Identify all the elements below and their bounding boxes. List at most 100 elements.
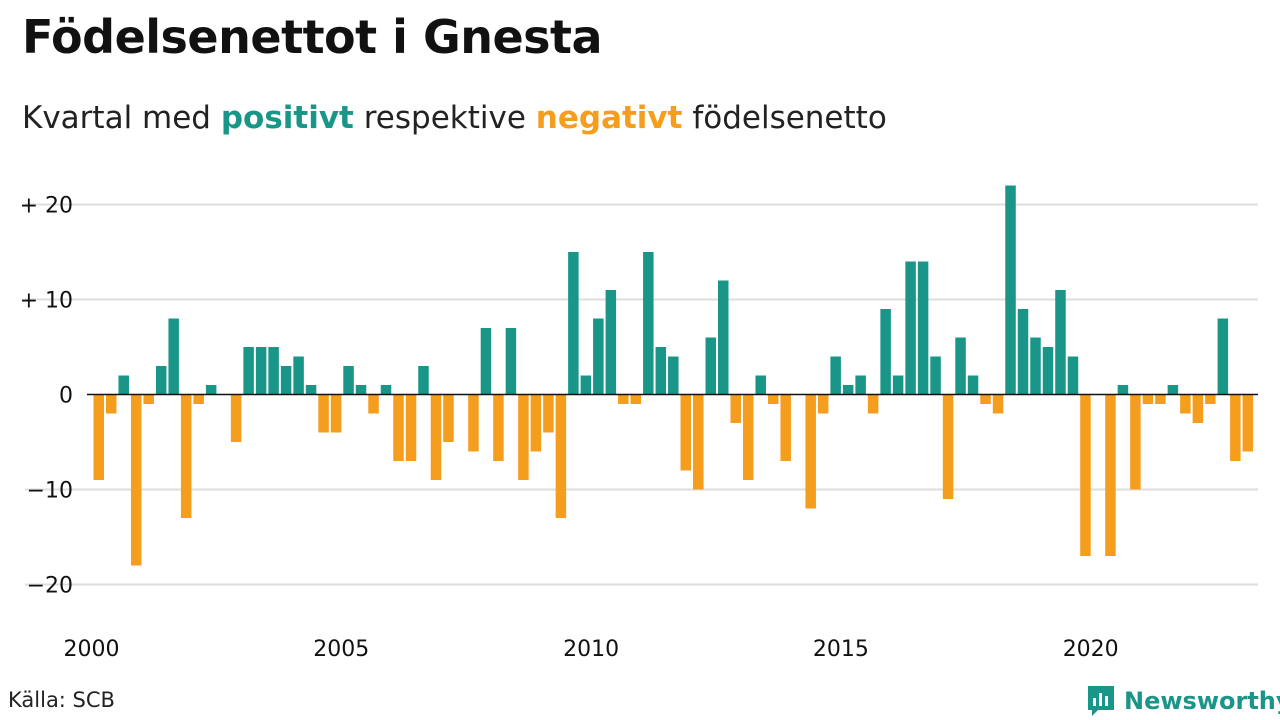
bar-positive [830, 356, 841, 395]
bar-negative [143, 394, 154, 404]
bar-negative [805, 394, 816, 509]
chart-title: Födelsenettot i Gnesta [22, 10, 603, 64]
bars [93, 185, 1254, 566]
bar-negative [368, 394, 379, 414]
bar-positive [705, 337, 717, 395]
bar-negative [767, 394, 779, 404]
source-note: Källa: SCB [8, 688, 115, 712]
subtitle-prefix: Kvartal med [22, 100, 221, 136]
bar-positive [168, 318, 179, 395]
bar-negative [130, 394, 142, 566]
bar-positive [643, 252, 654, 395]
bar-positive [305, 385, 317, 395]
subtitle-positive: positivt [220, 100, 354, 136]
bar-positive [1017, 309, 1029, 395]
bar-negative [1155, 394, 1166, 404]
y-tick-label: −20 [27, 574, 73, 599]
bar-negative [817, 394, 829, 414]
bar-positive [593, 318, 604, 395]
brand-name: Newsworthy [1124, 687, 1280, 715]
bar-positive [842, 385, 854, 395]
bar-negative [1105, 394, 1116, 556]
bar-positive [568, 252, 579, 395]
bar-negative [980, 394, 991, 404]
subtitle-middle: respektive [353, 100, 536, 136]
bar-positive [1067, 356, 1079, 395]
bar-positive [343, 366, 354, 395]
bar-negative [430, 394, 442, 480]
x-tick-label: 2015 [813, 637, 869, 662]
x-tick-label: 2005 [313, 637, 369, 662]
bar-positive [380, 385, 392, 395]
bar-negative [630, 394, 642, 404]
bar-positive [1030, 337, 1041, 395]
bar-positive [967, 375, 979, 395]
bar-positive [892, 375, 904, 395]
bar-positive [505, 328, 517, 395]
chart-subtitle: Kvartal med positivt respektive negativt… [22, 100, 887, 136]
bar-positive [668, 356, 679, 395]
bar-positive [1217, 318, 1229, 395]
bar-positive [930, 356, 941, 395]
bar-positive [755, 375, 766, 395]
bar-negative [1192, 394, 1204, 423]
bar-negative [942, 394, 954, 499]
bar-negative [93, 394, 104, 480]
bar-negative [1130, 394, 1141, 490]
bar-negative [543, 394, 554, 433]
bar-positive [855, 375, 866, 395]
bar-negative [330, 394, 342, 433]
newsworthy-logo-icon [1088, 686, 1114, 716]
bar-positive [718, 280, 729, 395]
bar-positive [1005, 185, 1016, 395]
bar-positive [880, 309, 891, 395]
bar-negative [992, 394, 1004, 414]
bar-negative [180, 394, 192, 518]
bar-negative [867, 394, 879, 414]
bar-positive [1117, 385, 1129, 395]
bar-negative [318, 394, 329, 433]
bar-negative [493, 394, 504, 461]
bar-positive [955, 337, 966, 395]
y-tick-label: 0 [59, 384, 73, 409]
bar-negative [1230, 394, 1241, 461]
bar-positive [1167, 385, 1179, 395]
bar-positive [1055, 290, 1066, 395]
bar-negative [1080, 394, 1091, 556]
bar-positive [605, 290, 617, 395]
bar-positive [580, 375, 592, 395]
x-axis-labels: 2000 2005 2010 2015 2020 [64, 637, 1119, 662]
y-tick-label: + 10 [20, 289, 73, 314]
grid-lines [25, 203, 1258, 586]
bar-positive [293, 356, 304, 395]
bar-negative [618, 394, 629, 404]
subtitle-negative: negativt [535, 100, 683, 136]
bar-negative [393, 394, 404, 461]
bar-positive [1042, 347, 1054, 395]
bar-negative [405, 394, 417, 461]
bar-negative [105, 394, 117, 414]
bar-positive [905, 261, 916, 395]
x-tick-label: 2000 [64, 637, 120, 662]
y-tick-label: + 20 [20, 194, 73, 219]
bar-negative [1205, 394, 1216, 404]
bar-positive [243, 347, 254, 395]
brand[interactable]: Newsworthy [1086, 684, 1280, 718]
y-axis-labels: + 20 + 10 0 −10 −20 [20, 194, 73, 599]
bar-negative [680, 394, 692, 471]
bar-positive [205, 385, 217, 395]
bar-positive [280, 366, 292, 395]
subtitle-suffix: födelsenetto [682, 100, 887, 136]
bar-chart: + 20 + 10 0 −10 −20 2000 2005 2010 2015 2020 [20, 185, 1258, 662]
bar-positive [268, 347, 279, 395]
bar-negative [780, 394, 791, 461]
bar-negative [230, 394, 242, 442]
bar-negative [742, 394, 754, 480]
bar-positive [118, 375, 129, 395]
bar-positive [418, 366, 429, 395]
bar-negative [693, 394, 704, 490]
bar-negative [443, 394, 454, 442]
bar-positive [655, 347, 667, 395]
bar-positive [917, 261, 929, 395]
bar-negative [555, 394, 567, 518]
